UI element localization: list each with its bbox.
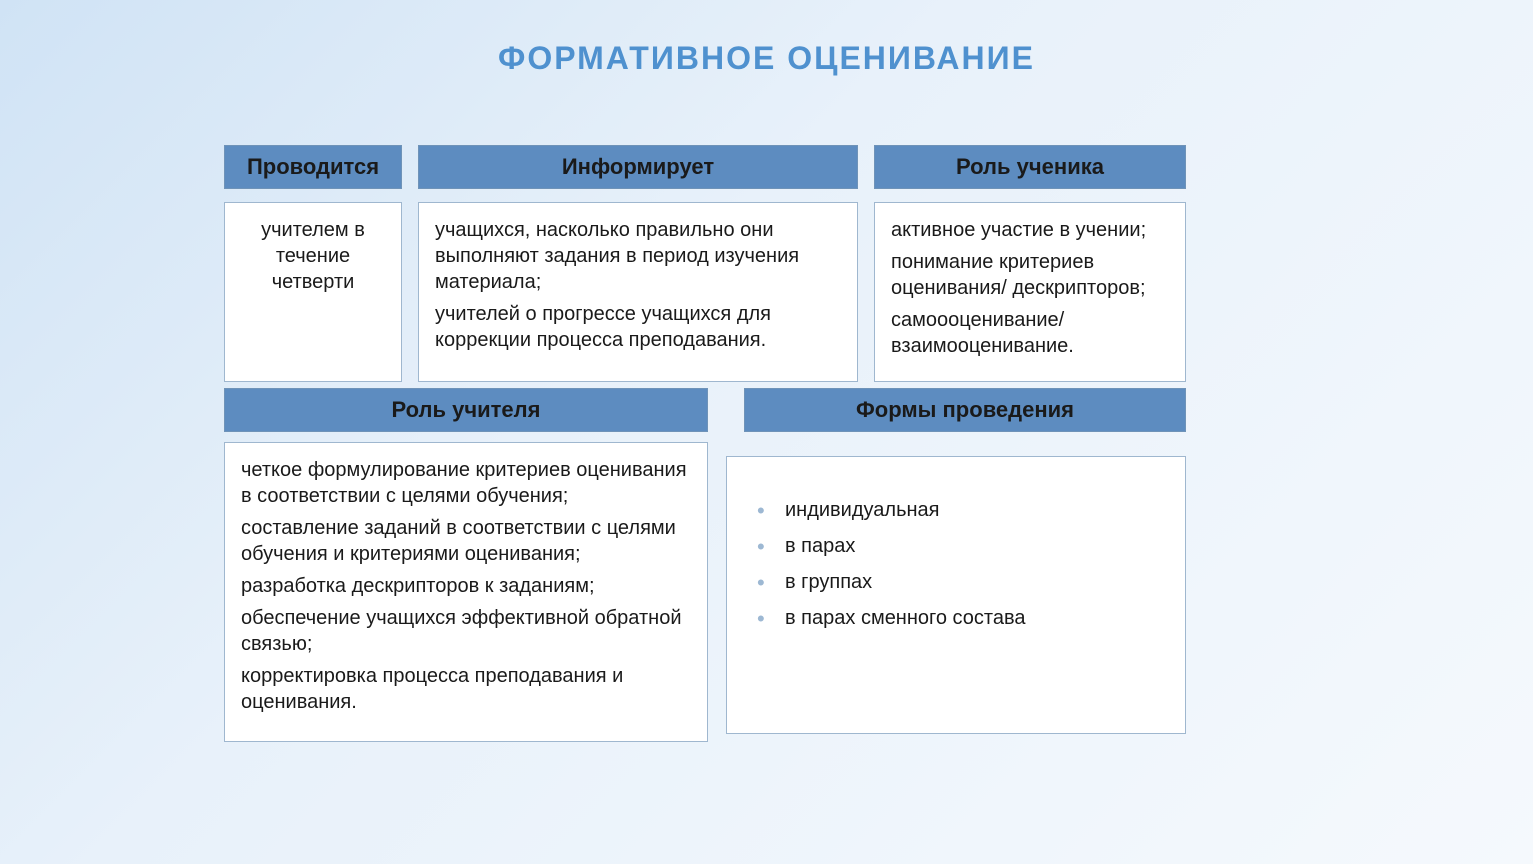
teacher-role-header: Роль учителя <box>224 388 708 432</box>
teacher-role-body: четкое формулирование критериев оцениван… <box>224 442 708 742</box>
student-role-header: Роль ученика <box>874 145 1186 189</box>
forms-list: индивидуальная в парах в группах в парах… <box>743 497 1169 631</box>
informs-header: Информирует <box>418 145 858 189</box>
teacher-role-line-0: четкое формулирование критериев оцениван… <box>241 457 691 509</box>
forms-body: индивидуальная в парах в группах в парах… <box>726 456 1186 734</box>
teacher-role-line-1: составление заданий в соответствии с цел… <box>241 515 691 567</box>
teacher-role-line-2: разработка дескрипторов к заданиям; <box>241 573 691 599</box>
student-role-line-0: активное участие в учении; <box>891 217 1169 243</box>
teacher-role-line-4: корректировка процесса преподавания и оц… <box>241 663 691 715</box>
forms-item-0: индивидуальная <box>751 497 1169 523</box>
student-role-line-2: самоооценивание/ взаимооценивание. <box>891 307 1169 359</box>
conducted-body: учителем в течение четверти <box>224 202 402 382</box>
student-role-line-1: понимание критериев оценивания/ дескрипт… <box>891 249 1169 301</box>
forms-item-3: в парах сменного состава <box>751 605 1169 631</box>
page-title: ФОРМАТИВНОЕ ОЦЕНИВАНИЕ <box>0 40 1533 77</box>
forms-item-2: в группах <box>751 569 1169 595</box>
informs-line-0: учащихся, насколько правильно они выполн… <box>435 217 841 295</box>
informs-line-1: учителей о прогрессе учащихся для коррек… <box>435 301 841 353</box>
student-role-body: активное участие в учении; понимание кри… <box>874 202 1186 382</box>
informs-body: учащихся, насколько правильно они выполн… <box>418 202 858 382</box>
forms-item-1: в парах <box>751 533 1169 559</box>
teacher-role-line-3: обеспечение учащихся эффективной обратно… <box>241 605 691 657</box>
forms-header: Формы проведения <box>744 388 1186 432</box>
conducted-header: Проводится <box>224 145 402 189</box>
conducted-line-0: учителем в течение четверти <box>241 217 385 295</box>
